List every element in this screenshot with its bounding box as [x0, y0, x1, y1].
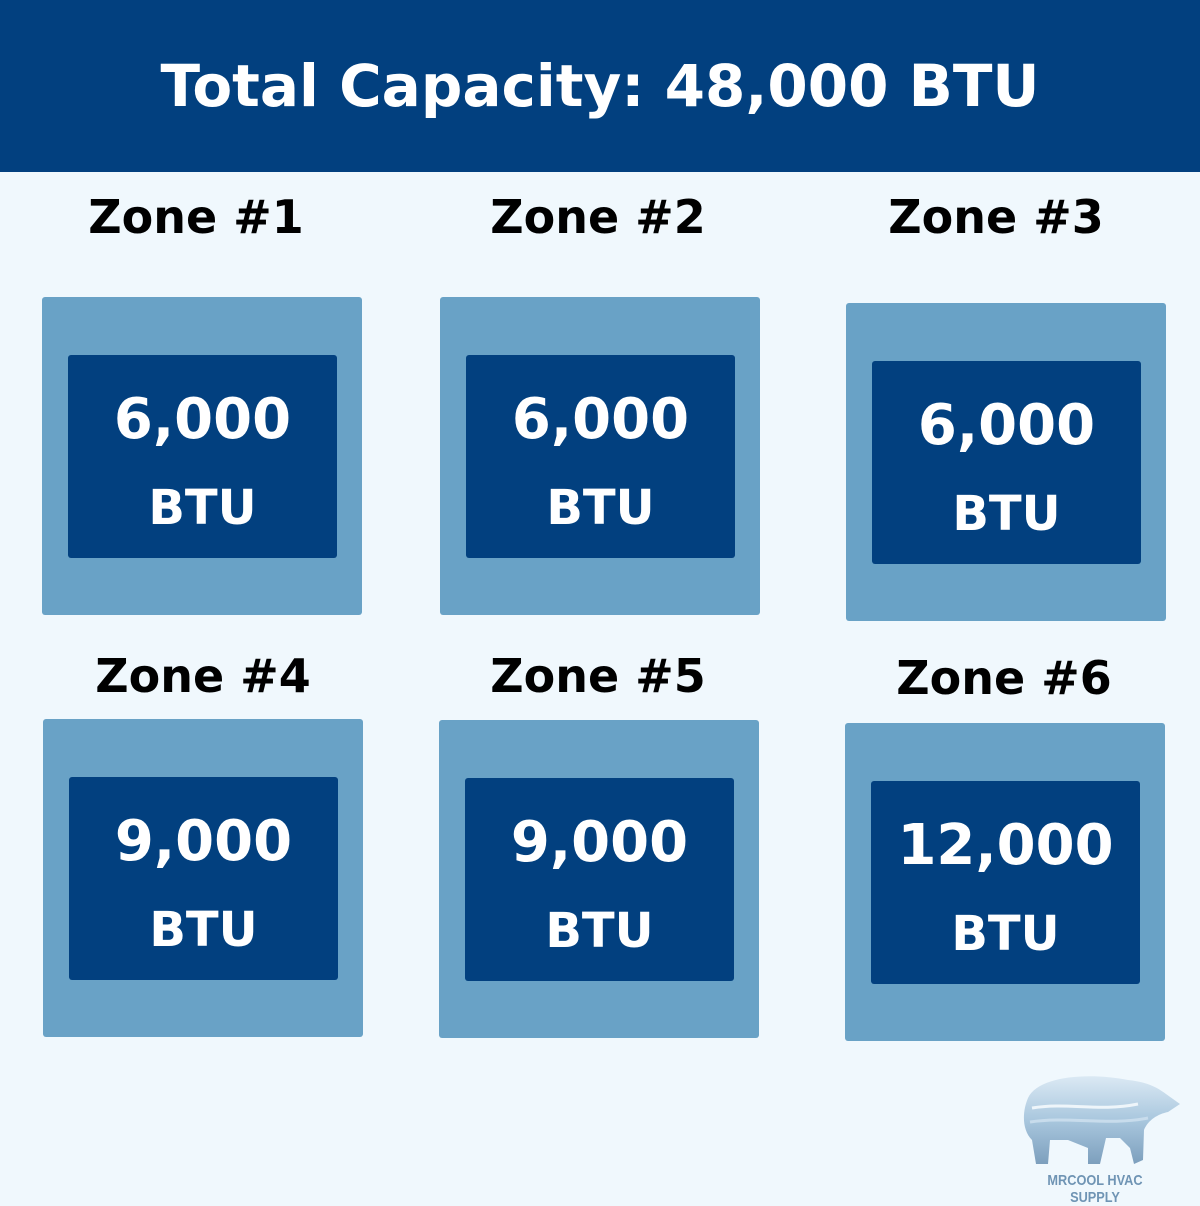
zone-6-value: 12,000 — [897, 813, 1114, 878]
zone-3-box: 6,000 BTU — [846, 303, 1166, 621]
zone-1-capacity: 6,000 BTU — [68, 355, 337, 558]
zone-6-box: 12,000 BTU — [845, 723, 1165, 1041]
zone-2-label: Zone #2 — [490, 190, 706, 244]
zone-2-value: 6,000 — [511, 387, 690, 452]
zone-1-label: Zone #1 — [88, 190, 304, 244]
zone-5-box: 9,000 BTU — [439, 720, 759, 1038]
zone-4-box: 9,000 BTU — [43, 719, 363, 1037]
zone-1-box: 6,000 BTU — [42, 297, 362, 615]
zone-1-value: 6,000 — [113, 387, 292, 452]
zone-3-capacity: 6,000 BTU — [872, 361, 1141, 564]
zone-1-unit: BTU — [148, 480, 257, 536]
total-capacity-title: Total Capacity: 48,000 BTU — [160, 52, 1040, 120]
polar-bear-icon — [1023, 1076, 1180, 1164]
zone-2-unit: BTU — [546, 480, 655, 536]
zone-6-capacity: 12,000 BTU — [871, 781, 1140, 984]
zone-6-label: Zone #6 — [896, 651, 1112, 705]
header-banner: Total Capacity: 48,000 BTU — [0, 0, 1200, 172]
zone-2-capacity: 6,000 BTU — [466, 355, 735, 558]
zone-5-unit: BTU — [545, 903, 654, 959]
zone-3-unit: BTU — [952, 486, 1061, 542]
zone-6-unit: BTU — [951, 906, 1060, 962]
zone-4-unit: BTU — [149, 902, 258, 958]
zone-5-value: 9,000 — [510, 810, 689, 875]
zone-5-capacity: 9,000 BTU — [465, 778, 734, 981]
zone-2-box: 6,000 BTU — [440, 297, 760, 615]
zone-4-value: 9,000 — [114, 809, 293, 874]
logo-text: MRCOOL HVAC SUPPLY — [1047, 1172, 1143, 1206]
zone-4-label: Zone #4 — [95, 649, 311, 703]
zone-5-label: Zone #5 — [490, 649, 706, 703]
zone-3-value: 6,000 — [917, 393, 1096, 458]
zone-3-label: Zone #3 — [888, 190, 1104, 244]
zone-4-capacity: 9,000 BTU — [69, 777, 338, 980]
